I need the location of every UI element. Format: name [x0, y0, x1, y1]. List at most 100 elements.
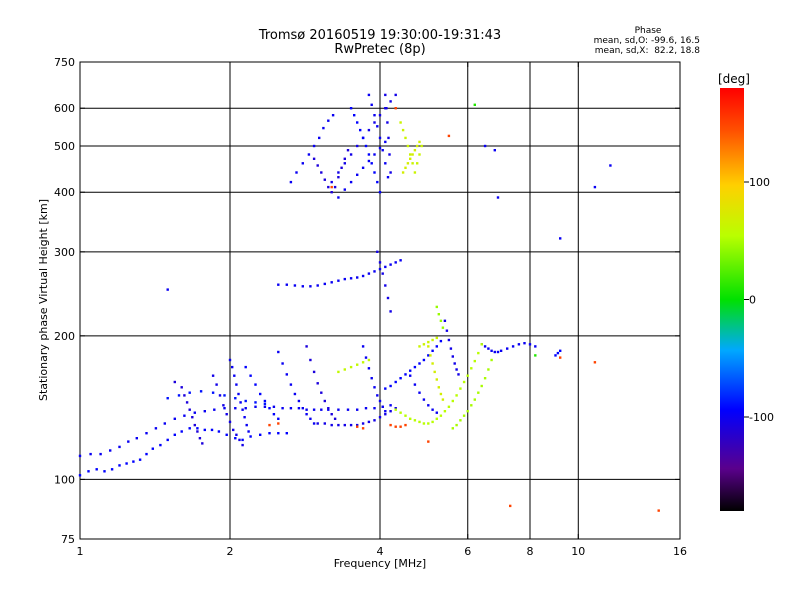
data-point: [217, 430, 221, 433]
data-point: [349, 107, 353, 110]
trace-3: [173, 380, 204, 445]
data-point: [373, 386, 376, 389]
data-point: [373, 171, 376, 174]
colorbar-tick-label: -100: [749, 411, 774, 424]
data-point: [203, 410, 206, 413]
data-point: [180, 386, 183, 389]
data-point: [316, 284, 319, 287]
data-point: [506, 347, 509, 350]
data-point: [361, 166, 365, 169]
data-point: [330, 191, 333, 194]
data-point: [447, 134, 451, 138]
y-tick-label: 500: [54, 140, 75, 153]
data-point: [349, 277, 353, 280]
data-point: [343, 277, 346, 281]
data-point: [409, 374, 412, 377]
data-point: [399, 377, 402, 380]
data-point: [295, 171, 298, 174]
data-point: [493, 149, 496, 152]
data-point: [387, 136, 390, 140]
data-point: [385, 107, 388, 110]
data-point: [234, 407, 237, 410]
data-point: [447, 338, 451, 342]
trace-6: [244, 365, 280, 420]
data-point: [196, 427, 199, 430]
data-point: [312, 408, 316, 411]
data-point: [441, 398, 445, 401]
data-point: [191, 416, 194, 419]
data-point: [384, 93, 387, 97]
data-point: [277, 350, 280, 354]
data-point: [435, 411, 438, 414]
data-point: [370, 103, 373, 106]
data-point: [367, 93, 371, 97]
data-point: [215, 383, 218, 386]
data-point: [404, 423, 407, 427]
data-point: [431, 408, 434, 411]
data-point: [466, 410, 469, 413]
trace-15: [554, 349, 562, 357]
data-point: [367, 358, 371, 362]
data-point: [254, 405, 257, 408]
data-point: [289, 383, 293, 386]
data-point: [337, 370, 340, 374]
data-point: [364, 407, 368, 410]
data-point: [349, 423, 353, 427]
data-point: [439, 319, 443, 322]
data-point: [244, 365, 247, 369]
data-point: [441, 326, 445, 329]
data-point: [384, 265, 387, 269]
data-point: [337, 423, 340, 427]
colorbar-tick-label: 100: [749, 176, 770, 189]
data-point: [289, 180, 293, 184]
data-point: [439, 339, 443, 343]
trace-18: [427, 345, 445, 401]
data-point: [378, 267, 382, 271]
data-point: [435, 378, 438, 381]
data-point: [289, 407, 293, 410]
data-point: [316, 382, 319, 385]
data-point: [609, 164, 612, 167]
data-point: [239, 401, 242, 404]
data-point: [340, 166, 343, 169]
data-point: [337, 408, 340, 411]
data-point: [234, 397, 237, 400]
data-point: [330, 413, 333, 416]
data-point: [103, 470, 106, 473]
data-point: [418, 362, 421, 365]
trace-29: [349, 107, 382, 194]
trace-13: [443, 319, 460, 376]
x-tick-label: 6: [464, 545, 471, 558]
data-point: [237, 392, 240, 396]
data-point: [199, 390, 203, 393]
data-point: [431, 349, 434, 352]
data-point: [473, 398, 476, 401]
data-point: [238, 438, 241, 442]
trace-32: [399, 121, 423, 174]
data-point: [528, 343, 532, 346]
data-point: [429, 354, 432, 357]
data-point: [401, 128, 405, 132]
data-point: [330, 180, 333, 184]
trace-11: [384, 339, 443, 390]
data-point: [435, 305, 438, 309]
data-point: [399, 121, 402, 124]
data-point: [493, 350, 496, 354]
data-point: [367, 159, 371, 163]
trace-20: [418, 336, 438, 348]
data-point: [301, 285, 304, 288]
data-point: [173, 433, 176, 436]
stats-heading: Phase: [635, 26, 662, 36]
data-point: [427, 354, 430, 357]
y-tick-label: 75: [61, 533, 75, 546]
data-point: [268, 423, 271, 427]
data-point: [451, 427, 454, 430]
data-point: [89, 452, 92, 456]
data-point: [487, 347, 490, 350]
data-point: [145, 452, 148, 456]
data-point: [437, 386, 440, 389]
data-point: [243, 416, 246, 419]
data-point: [356, 173, 359, 176]
data-point: [99, 452, 102, 456]
data-point: [320, 171, 323, 174]
